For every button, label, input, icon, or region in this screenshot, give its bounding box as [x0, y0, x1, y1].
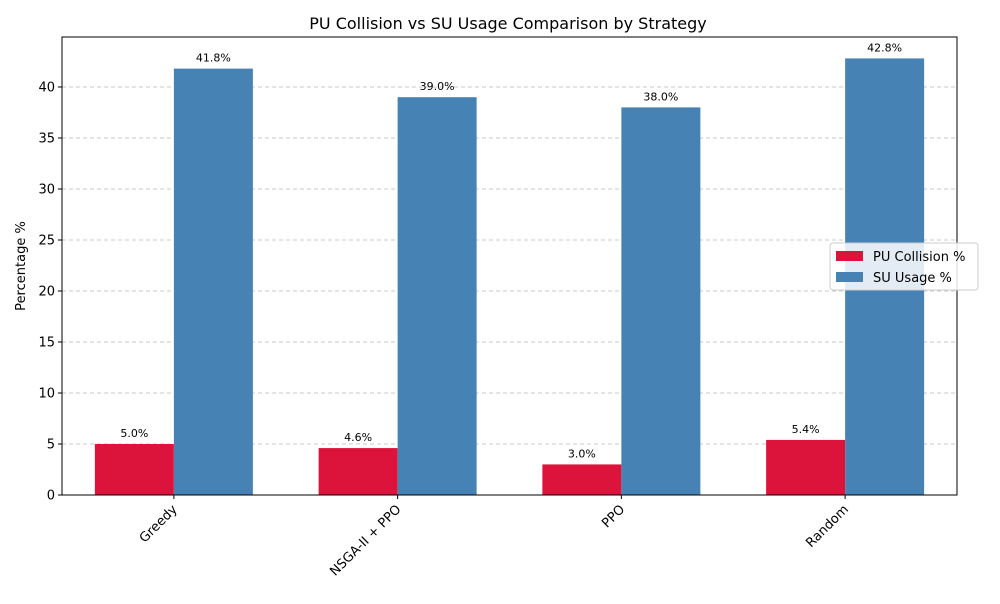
- chart-title: PU Collision vs SU Usage Comparison by S…: [309, 14, 706, 33]
- data-labels: 5.0% 4.6% 3.0% 5.4% 41.8% 39.0% 38.0% 42.8%: [120, 41, 902, 460]
- x-tick-label: PPO: [599, 502, 628, 531]
- y-tick-label: 20: [38, 284, 55, 299]
- bar-su-usage: [173, 68, 253, 495]
- x-tick-label: Random: [803, 502, 852, 551]
- y-axis-label: Percentage %: [14, 221, 29, 311]
- legend: PU Collision % SU Usage %: [829, 242, 979, 291]
- bar-pu-collision: [766, 439, 846, 495]
- x-tick-label: NSGA-II + PPO: [327, 502, 404, 579]
- data-label: 4.6%: [344, 431, 372, 444]
- bar-su-usage: [397, 97, 477, 496]
- y-tick-label: 30: [38, 182, 55, 197]
- legend-label: SU Usage %: [873, 271, 952, 286]
- bar-su-usage: [621, 107, 701, 496]
- bar-pu-collision: [318, 448, 398, 495]
- legend-label: PU Collision %: [873, 250, 965, 265]
- data-label: 39.0%: [420, 80, 455, 93]
- y-tick-label: 10: [38, 386, 55, 401]
- legend-swatch: [836, 251, 863, 261]
- y-tick-label: 40: [38, 80, 55, 95]
- y-tick-label: 15: [38, 335, 55, 350]
- data-label: 3.0%: [568, 447, 596, 460]
- y-tick-label: 35: [38, 131, 55, 146]
- data-label: 38.0%: [643, 90, 678, 103]
- legend-box: [829, 242, 979, 291]
- y-tick-label: 25: [38, 233, 55, 248]
- y-tick-label: 5: [47, 437, 55, 452]
- data-label: 42.8%: [867, 41, 902, 54]
- legend-swatch: [836, 272, 863, 282]
- bar-pu-collision: [542, 464, 622, 495]
- y-tick-label: 0: [47, 489, 55, 504]
- bar-pu-collision: [94, 443, 174, 495]
- data-label: 5.4%: [792, 423, 820, 436]
- x-tick-label: Greedy: [137, 502, 181, 546]
- data-label: 5.0%: [120, 427, 148, 440]
- data-label: 41.8%: [196, 52, 231, 65]
